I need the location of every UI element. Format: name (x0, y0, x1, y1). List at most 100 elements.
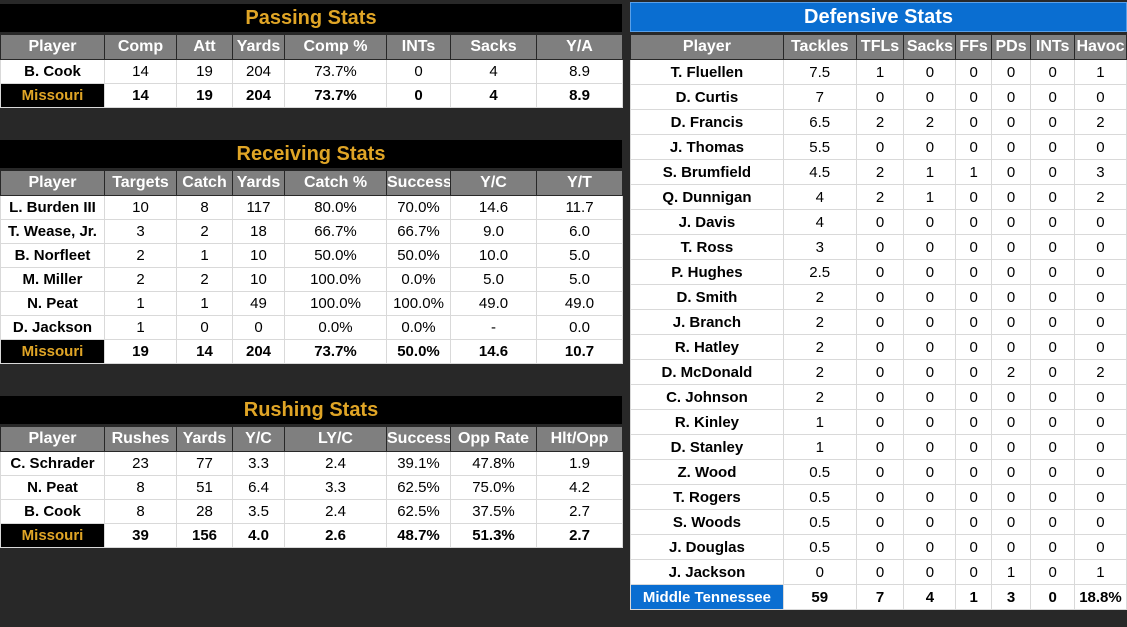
stat-havoc: 0 (1073, 334, 1127, 360)
player-name: B. Cook (0, 499, 105, 524)
passing-table: Player Comp Att Yards Comp % INTs Sacks Y/A B. C… (0, 34, 623, 108)
table-row: R. Kinley 1 0 0 0 0 0 0 (630, 409, 1127, 435)
passing-col-ints: INTs (386, 34, 451, 60)
stat-ffs: 0 (955, 309, 992, 335)
stat-pds: 0 (990, 184, 1032, 210)
defense-col-pds: PDs (990, 34, 1032, 60)
stat-havoc: 0 (1073, 459, 1127, 485)
stat-ffs: 0 (955, 209, 992, 235)
total-comp: 14 (104, 83, 177, 108)
stat-ffs: 0 (955, 359, 992, 385)
stat-tackles: 4.5 (782, 159, 857, 185)
stat-tackles: 1 (782, 434, 857, 460)
stat-pds: 2 (990, 359, 1032, 385)
stat-success: 70.0% (386, 195, 451, 220)
team-name: Middle Tennessee (630, 584, 784, 610)
stat-havoc: 0 (1073, 234, 1127, 260)
player-name: D. Smith (630, 284, 784, 310)
receiving-col-catch: Catch (176, 170, 233, 196)
rushing-title: Rushing Stats (0, 396, 622, 424)
stat-ffs: 0 (955, 184, 992, 210)
player-name: T. Fluellen (630, 59, 784, 85)
stat-success: 0.0% (386, 315, 451, 340)
stat-catch: 100.0% (284, 267, 387, 292)
stat-sacks: 2 (903, 109, 957, 135)
total-comp: 73.7% (284, 83, 387, 108)
player-name: P. Hughes (630, 259, 784, 285)
stat-sacks: 0 (903, 209, 957, 235)
stat-success: 50.0% (386, 243, 451, 268)
table-row: R. Hatley 2 0 0 0 0 0 0 (630, 334, 1127, 360)
stat-ffs: 0 (955, 259, 992, 285)
stat-sacks: 0 (903, 334, 957, 360)
stat-ints: 0 (1030, 434, 1075, 460)
stat-catch: 0 (176, 315, 233, 340)
team-name: Missouri (0, 83, 105, 108)
stat-ints: 0 (1030, 184, 1075, 210)
stat-y-c: 9.0 (450, 219, 537, 244)
stat-targets: 10 (104, 195, 177, 220)
stat-catch: 2 (176, 267, 233, 292)
stat-tackles: 1 (782, 409, 857, 435)
stat-tfls: 0 (855, 559, 905, 585)
table-row: N. Peat 1 1 49 100.0% 100.0% 49.0 49.0 (0, 291, 623, 316)
stat-yards: 28 (176, 499, 233, 524)
stat-y-c: 3.3 (232, 451, 285, 476)
stat-sacks: 0 (903, 484, 957, 510)
stat-targets: 2 (104, 243, 177, 268)
stat-tfls: 0 (855, 209, 905, 235)
total-yards: 204 (232, 83, 285, 108)
stat-pds: 0 (990, 409, 1032, 435)
player-name: J. Davis (630, 209, 784, 235)
player-name: J. Douglas (630, 534, 784, 560)
total-sacks: 4 (903, 584, 957, 610)
passing-col-att: Att (176, 34, 233, 60)
player-name: C. Schrader (0, 451, 105, 476)
player-name: R. Kinley (630, 409, 784, 435)
stat-y-t: 6.0 (536, 219, 623, 244)
stat-sacks: 1 (903, 159, 957, 185)
stat-catch: 100.0% (284, 291, 387, 316)
stat-sacks: 1 (903, 184, 957, 210)
passing-total-row: Missouri 14 19 204 73.7% 0 4 8.9 (0, 83, 623, 108)
stat-ints: 0 (1030, 59, 1075, 85)
passing-col-player: Player (0, 34, 105, 60)
stat-tackles: 2 (782, 359, 857, 385)
receiving-col-player: Player (0, 170, 105, 196)
stat-rushes: 8 (104, 499, 177, 524)
stat-success: 66.7% (386, 219, 451, 244)
stat-ints: 0 (1030, 484, 1075, 510)
stat-ints: 0 (1030, 134, 1075, 160)
player-name: D. McDonald (630, 359, 784, 385)
table-row: N. Peat 8 51 6.4 3.3 62.5% 75.0% 4.2 (0, 475, 623, 500)
total-ly-c: 2.6 (284, 523, 387, 548)
stat-sacks: 0 (903, 59, 957, 85)
stat-rushes: 8 (104, 475, 177, 500)
table-row: P. Hughes 2.5 0 0 0 0 0 0 (630, 259, 1127, 285)
receiving-title: Receiving Stats (0, 140, 622, 168)
stat-y-c: 14.6 (450, 195, 537, 220)
stat-tackles: 2 (782, 334, 857, 360)
stat-yards: 204 (232, 59, 285, 84)
stat-tfls: 0 (855, 359, 905, 385)
stat-sacks: 4 (450, 59, 537, 84)
stat-pds: 0 (990, 134, 1032, 160)
defense-header-row: Player Tackles TFLs Sacks FFs PDs INTs Havoc (630, 34, 1127, 60)
stat-pds: 0 (990, 459, 1032, 485)
stat-pds: 0 (990, 159, 1032, 185)
defense-col-tfls: TFLs (855, 34, 905, 60)
player-name: M. Miller (0, 267, 105, 292)
rushing-col-hlt-opp: Hlt/Opp (536, 426, 623, 452)
stat-catch: 2 (176, 219, 233, 244)
receiving-col-catch: Catch % (284, 170, 387, 196)
total-ints: 0 (1030, 584, 1075, 610)
stat-ffs: 0 (955, 459, 992, 485)
stat-sacks: 0 (903, 384, 957, 410)
stat-hlt-opp: 4.2 (536, 475, 623, 500)
stat-success: 100.0% (386, 291, 451, 316)
stat-tackles: 7.5 (782, 59, 857, 85)
